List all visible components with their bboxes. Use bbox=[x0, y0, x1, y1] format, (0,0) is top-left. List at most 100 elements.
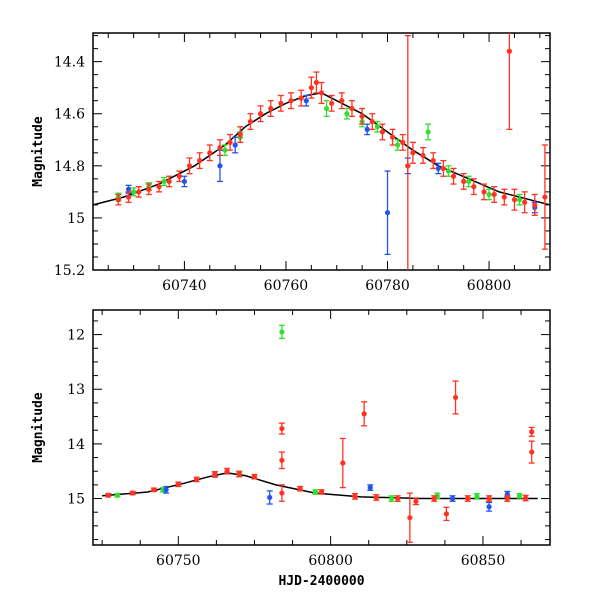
data-point bbox=[193, 476, 200, 483]
data-point bbox=[105, 492, 111, 498]
plot-frame bbox=[92, 309, 551, 546]
series-0 bbox=[114, 324, 523, 502]
data-point bbox=[125, 186, 132, 192]
data-point bbox=[474, 493, 480, 499]
x-axis-title: HJD-2400000 bbox=[278, 574, 364, 589]
series-2 bbox=[105, 380, 535, 543]
top-panel-light-curve: 60740 60760 60780 60800 14.4 14.6 14.8 15 15.2 Ma… bbox=[31, 32, 551, 294]
data-point bbox=[279, 329, 285, 335]
data-point bbox=[461, 178, 467, 185]
data-point bbox=[308, 85, 314, 91]
data-point bbox=[367, 485, 373, 491]
data-point bbox=[279, 490, 285, 496]
data-point bbox=[278, 100, 284, 106]
data-point bbox=[395, 142, 401, 148]
data-point bbox=[267, 494, 273, 501]
data-point bbox=[516, 493, 523, 499]
data-point bbox=[529, 449, 535, 455]
data-point bbox=[407, 515, 413, 521]
data-point bbox=[217, 163, 223, 169]
data-point bbox=[373, 494, 379, 501]
data-point bbox=[516, 197, 523, 203]
data-point bbox=[465, 495, 471, 502]
data-point bbox=[506, 48, 512, 54]
data-point bbox=[379, 129, 386, 135]
data-point bbox=[136, 189, 142, 195]
data-layer bbox=[102, 324, 538, 543]
data-point bbox=[268, 105, 274, 112]
data-point bbox=[445, 168, 452, 174]
data-point bbox=[369, 118, 375, 125]
data-point bbox=[303, 98, 309, 104]
data-point bbox=[532, 202, 538, 208]
data-point bbox=[115, 197, 121, 203]
data-point bbox=[146, 186, 152, 192]
data-point bbox=[384, 210, 391, 216]
y-tick-label: 13 bbox=[67, 382, 85, 398]
data-point bbox=[361, 411, 367, 417]
data-point bbox=[443, 511, 450, 517]
data-point bbox=[125, 194, 132, 200]
data-point bbox=[186, 163, 193, 169]
y-tick-label: 15 bbox=[67, 492, 85, 508]
data-point bbox=[131, 189, 137, 195]
data-point bbox=[279, 457, 285, 463]
y-axis-title: Magnitude bbox=[31, 392, 46, 463]
data-point bbox=[114, 492, 120, 498]
data-point bbox=[251, 474, 258, 480]
x-tick-label: 60760 bbox=[264, 278, 309, 294]
data-point bbox=[156, 184, 162, 190]
data-point bbox=[425, 129, 431, 135]
data-point bbox=[297, 486, 303, 492]
data-point bbox=[151, 487, 157, 493]
data-point bbox=[450, 173, 457, 179]
data-point bbox=[232, 142, 238, 148]
y-axis-title: Magnitude bbox=[31, 116, 46, 187]
y-tick-label: 14.6 bbox=[54, 107, 85, 123]
data-point bbox=[349, 105, 355, 112]
data-point bbox=[504, 495, 510, 502]
data-point bbox=[388, 495, 395, 502]
data-point bbox=[486, 495, 492, 502]
x-tick-label: 60800 bbox=[467, 278, 512, 294]
data-point bbox=[181, 178, 187, 185]
data-point bbox=[217, 144, 223, 151]
data-point bbox=[486, 191, 492, 198]
data-point bbox=[224, 468, 230, 474]
data-point bbox=[431, 495, 437, 502]
data-point bbox=[227, 139, 233, 145]
data-point bbox=[175, 481, 181, 487]
data-point bbox=[511, 197, 518, 203]
data-point bbox=[323, 105, 330, 112]
data-point bbox=[237, 131, 243, 138]
data-point bbox=[395, 495, 401, 502]
data-point bbox=[374, 124, 380, 130]
data-point bbox=[491, 191, 497, 198]
data-point bbox=[400, 139, 406, 145]
data-point bbox=[340, 460, 346, 466]
data-layer bbox=[93, 33, 550, 270]
x-tick-label: 60850 bbox=[461, 553, 506, 569]
data-point bbox=[318, 489, 325, 495]
x-tick-label: 60780 bbox=[365, 278, 410, 294]
plot-frame bbox=[92, 32, 551, 271]
data-point bbox=[236, 471, 242, 477]
x-tick-label: 60750 bbox=[156, 553, 201, 569]
x-tick-label: 60800 bbox=[308, 553, 353, 569]
series-2 bbox=[115, 33, 548, 270]
data-point bbox=[298, 95, 304, 101]
data-point bbox=[163, 487, 169, 493]
x-tick-label: 60740 bbox=[162, 278, 207, 294]
bottom-panel-light-curve: 60750 60800 60850 12 13 14 15 Magnitude HJD-2400… bbox=[31, 309, 551, 589]
data-point bbox=[257, 111, 264, 117]
data-point bbox=[247, 118, 254, 125]
data-point bbox=[288, 98, 294, 104]
data-point bbox=[279, 425, 285, 432]
data-point bbox=[313, 79, 320, 86]
data-point bbox=[166, 178, 172, 185]
data-point bbox=[359, 113, 365, 119]
data-point bbox=[176, 173, 182, 179]
data-point bbox=[481, 189, 487, 195]
data-point bbox=[212, 471, 218, 478]
